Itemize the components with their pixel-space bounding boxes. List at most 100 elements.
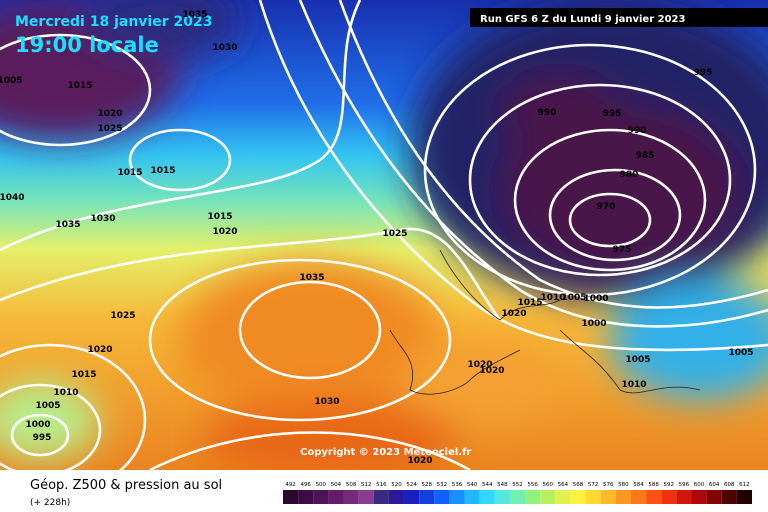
- map-field: [0, 0, 768, 470]
- colorbar-swatch: [706, 490, 722, 504]
- isobar-label: 1030: [314, 397, 339, 407]
- colorbar-swatch: [525, 490, 541, 504]
- colorbar-swatch: [494, 490, 510, 504]
- colorbar-label: 532: [437, 482, 448, 488]
- isobar-label: 1020: [87, 345, 112, 355]
- isobar-label: 1015: [71, 370, 96, 380]
- colorbar: 492 496 500 504 508 512 516 520 524 528 532 536 540 5…: [283, 482, 752, 504]
- isobar-label: 1020: [212, 227, 237, 237]
- colorbar-swatch: [661, 490, 677, 504]
- isobar-label: 1015: [517, 298, 542, 308]
- isobar-label: 995: [694, 68, 713, 78]
- colorbar-swatch: [555, 490, 571, 504]
- isobar-label: 980: [620, 170, 639, 180]
- colorbar-swatch: [509, 490, 526, 504]
- colorbar-label: 568: [573, 482, 584, 488]
- colorbar-label: 560: [543, 482, 554, 488]
- isobar-label: 1035: [299, 273, 324, 283]
- colorbar-label: 512: [361, 482, 372, 488]
- colorbar-label: 544: [482, 482, 493, 488]
- isobar-label: 1015: [207, 212, 232, 222]
- colorbar-label: 536: [452, 482, 463, 488]
- colorbar-label: 516: [376, 482, 387, 488]
- colorbar-label: 528: [421, 482, 432, 488]
- colorbar-swatch: [404, 490, 420, 504]
- coastlines: [389, 249, 701, 395]
- isobar-label: 1005: [0, 76, 23, 86]
- colorbar-label: 548: [497, 482, 508, 488]
- colorbar-swatch: [388, 490, 405, 504]
- isobar-label: 1020: [97, 109, 122, 119]
- isobar-label: 1020: [479, 366, 504, 376]
- colorbar-swatch: [646, 490, 662, 504]
- time: 19:00 locale: [15, 33, 159, 57]
- colorbar-label: 500: [316, 482, 327, 488]
- colorbar-swatch: [676, 490, 692, 504]
- colorbar-label: 508: [346, 482, 357, 488]
- colorbar-label: 596: [679, 482, 690, 488]
- colorbar-swatch: [691, 490, 707, 504]
- colorbar-label: 556: [527, 482, 538, 488]
- isobar-label: 1015: [67, 81, 92, 91]
- colorbar-label: 604: [709, 482, 720, 488]
- forecast-lead: (+ 228h): [30, 498, 70, 508]
- isobar-label: 1005: [625, 355, 650, 365]
- isobar-label: 1030: [212, 43, 237, 53]
- isobar-label: 1005: [35, 401, 60, 411]
- colorbar-label: 520: [391, 482, 402, 488]
- colorbar-label: 576: [603, 482, 614, 488]
- isobar-label: 970: [597, 202, 616, 212]
- colorbar-label: 540: [467, 482, 478, 488]
- colorbar-label: 592: [664, 482, 675, 488]
- colorbar-swatch: [585, 490, 601, 504]
- colorbar-swatch: [328, 490, 344, 504]
- isobar-label: 985: [636, 151, 655, 161]
- colorbar-swatch: [736, 490, 752, 504]
- isobar-label: 995: [603, 109, 622, 119]
- colorbar-swatch: [298, 490, 314, 504]
- run-info: Run GFS 6 Z du Lundi 9 janvier 2023: [480, 14, 686, 25]
- colorbar-label: 572: [588, 482, 599, 488]
- isobar-label: 1035: [182, 10, 207, 20]
- isobar-label: 1005: [561, 293, 586, 303]
- colorbar-swatch: [479, 490, 495, 504]
- isobar-label: 1000: [581, 319, 606, 329]
- colorbar-swatch: [540, 490, 556, 504]
- date: Mercredi 18 janvier 2023: [15, 14, 212, 30]
- colorbar-swatch: [615, 490, 631, 504]
- isobar-label: 990: [538, 108, 557, 118]
- isobar-label: 975: [613, 245, 632, 255]
- colorbar-label: 608: [724, 482, 735, 488]
- isobar-label: 1010: [540, 293, 565, 303]
- isobar-label: 1005: [728, 348, 753, 358]
- colorbar-swatch: [570, 490, 586, 504]
- colorbar-label: 584: [633, 482, 644, 488]
- colorbar-swatch: [721, 490, 737, 504]
- isobar-label: 1025: [110, 311, 135, 321]
- isobar-label: 1030: [90, 214, 115, 224]
- colorbar-label: 600: [694, 482, 705, 488]
- colorbar-swatch: [434, 490, 450, 504]
- colorbar-swatch: [449, 490, 465, 504]
- colorbar-label: 612: [739, 482, 750, 488]
- isobar-label: 1015: [117, 168, 142, 178]
- isobar-label: 1035: [55, 220, 80, 230]
- colorbar-swatch: [373, 490, 389, 504]
- isobar-label: 1040: [0, 193, 25, 203]
- colorbar-label: 588: [648, 482, 659, 488]
- isobar-label: 1010: [621, 380, 646, 390]
- colorbar-label: 580: [618, 482, 629, 488]
- colorbar-swatch: [343, 490, 359, 504]
- colorbar-label: 552: [512, 482, 523, 488]
- colorbar-label: 496: [300, 482, 311, 488]
- colorbar-swatch: [630, 490, 647, 504]
- isobar-label: 1020: [407, 456, 432, 466]
- isobar-label: 1000: [25, 420, 50, 430]
- colorbar-label: 504: [331, 482, 342, 488]
- colorbar-label: 492: [285, 482, 296, 488]
- isobar-label: 1015: [150, 166, 175, 176]
- isobar-label: 1000: [583, 294, 608, 304]
- copyright: Copyright © 2023 Meteociel.fr: [300, 447, 471, 458]
